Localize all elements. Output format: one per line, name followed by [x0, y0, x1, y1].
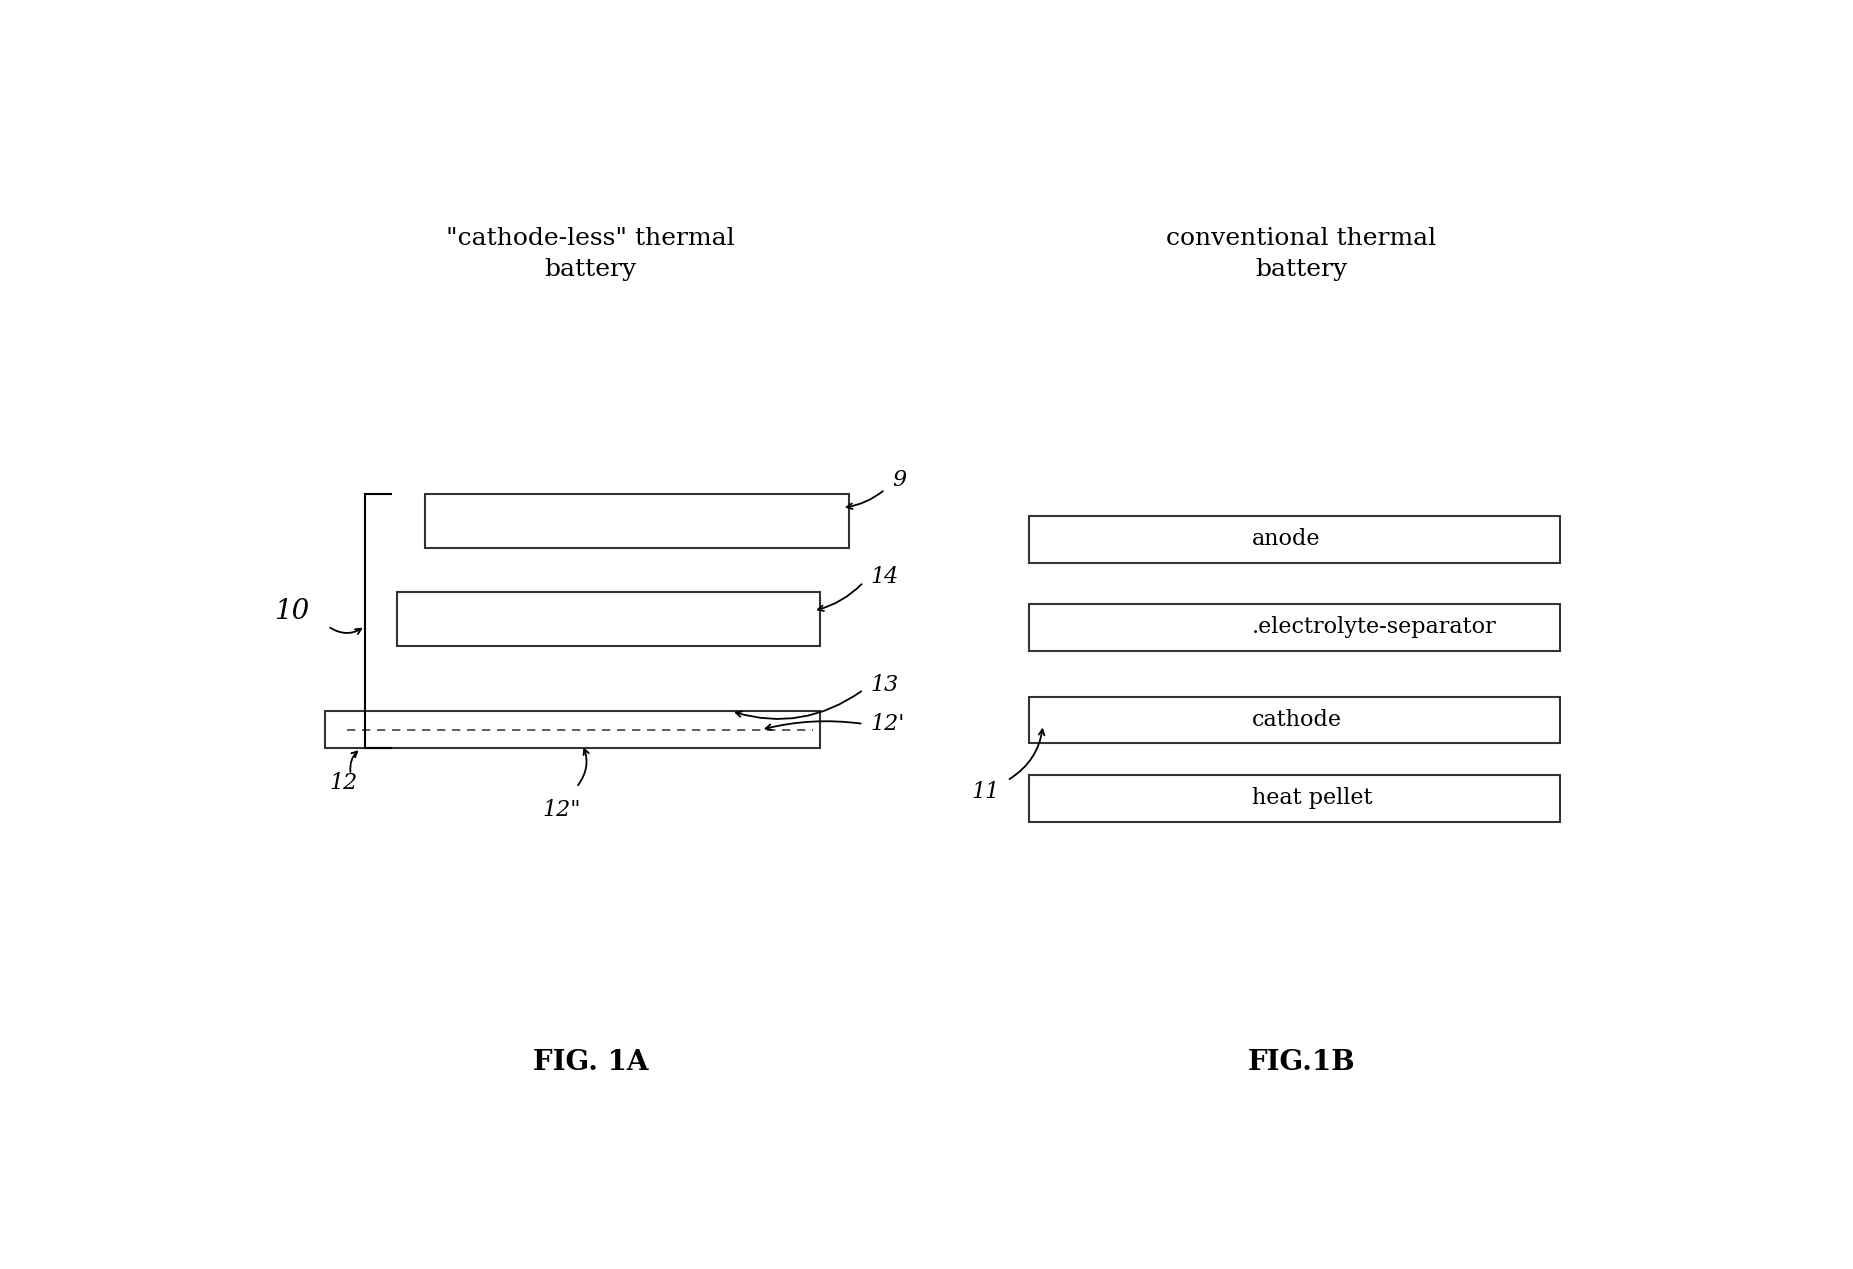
- Bar: [1028, 515, 1560, 562]
- Text: 14: 14: [871, 566, 899, 589]
- Bar: [1028, 697, 1560, 744]
- Text: 12": 12": [543, 799, 582, 821]
- Text: "cathode-less" thermal: "cathode-less" thermal: [447, 227, 736, 250]
- Text: .electrolyte-separator: .electrolyte-separator: [1253, 617, 1497, 638]
- Text: 9: 9: [893, 468, 906, 491]
- Text: FIG. 1A: FIG. 1A: [534, 1049, 649, 1076]
- Text: 13: 13: [871, 674, 899, 695]
- Text: battery: battery: [545, 259, 637, 282]
- Text: 12': 12': [871, 713, 904, 735]
- Bar: [397, 591, 821, 646]
- Text: heat pellet: heat pellet: [1253, 787, 1373, 810]
- Text: 12: 12: [330, 772, 358, 793]
- Text: cathode: cathode: [1253, 709, 1342, 731]
- Text: 11: 11: [971, 782, 1001, 803]
- Bar: [426, 494, 849, 548]
- Text: conventional thermal: conventional thermal: [1166, 227, 1436, 250]
- Bar: [324, 711, 821, 749]
- Text: 10: 10: [274, 598, 309, 626]
- Text: battery: battery: [1254, 259, 1347, 282]
- Text: FIG.1B: FIG.1B: [1247, 1049, 1355, 1076]
- Bar: [1028, 774, 1560, 821]
- Bar: [1028, 604, 1560, 651]
- Text: anode: anode: [1253, 528, 1321, 551]
